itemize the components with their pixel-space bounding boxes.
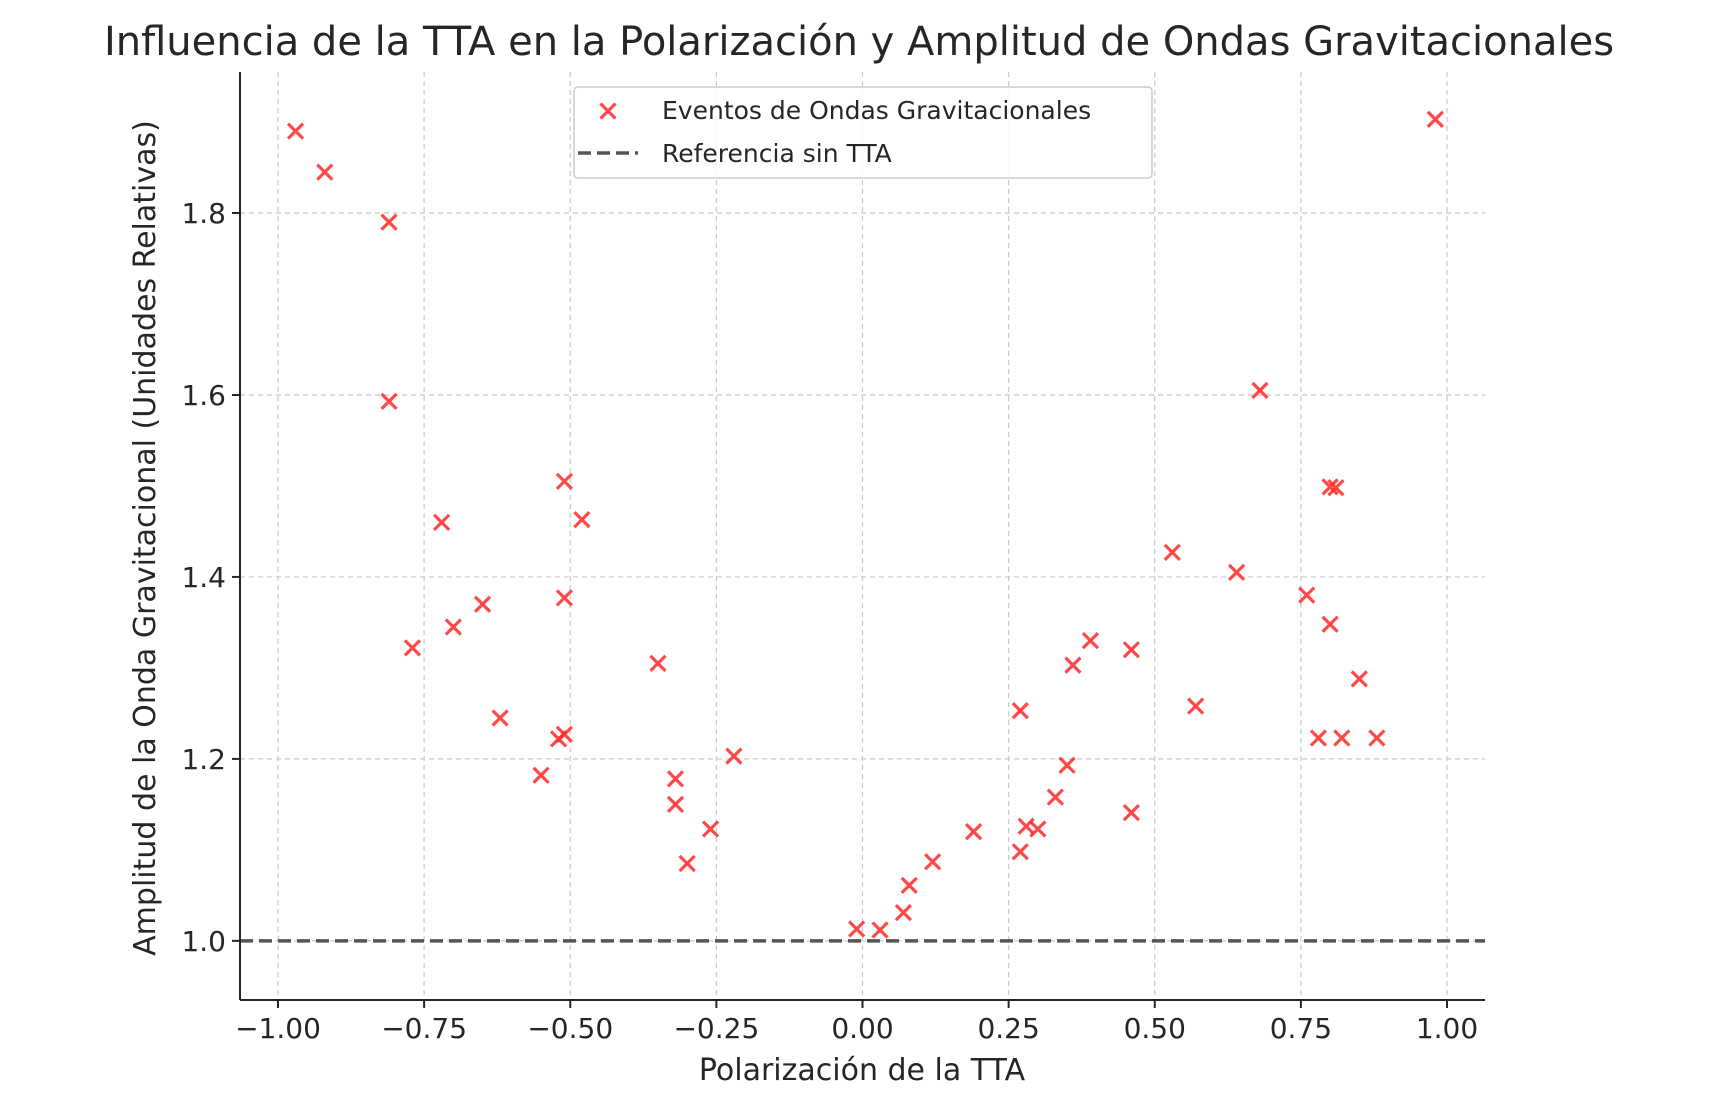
data-point: [382, 215, 397, 230]
data-point: [966, 824, 981, 839]
data-point: [1323, 617, 1338, 632]
y-tick-label: 1.2: [181, 743, 226, 776]
x-tick-label: −0.50: [527, 1012, 613, 1045]
x-tick-label: −0.25: [673, 1012, 759, 1045]
data-point: [873, 922, 888, 937]
data-point: [1334, 730, 1349, 745]
x-axis-label: Polarización de la TTA: [699, 1053, 1026, 1088]
data-point: [1369, 730, 1384, 745]
data-point: [1124, 805, 1139, 820]
x-tick-label: 0.75: [1270, 1012, 1332, 1045]
x-tick-label: 1.00: [1416, 1012, 1478, 1045]
data-point: [1083, 633, 1098, 648]
y-tick-label: 1.8: [181, 197, 226, 230]
data-point: [534, 768, 549, 783]
legend-label-scatter: Eventos de Ondas Gravitacionales: [662, 96, 1091, 125]
data-point: [405, 640, 420, 655]
data-point: [1124, 642, 1139, 657]
data-point: [1065, 658, 1080, 673]
data-point: [1311, 730, 1326, 745]
scatter-points: [288, 112, 1443, 938]
data-point: [317, 165, 332, 180]
data-point: [1252, 383, 1267, 398]
data-point: [1188, 699, 1203, 714]
data-point: [1013, 703, 1028, 718]
data-point: [475, 597, 490, 612]
x-tick-label: 0.25: [977, 1012, 1039, 1045]
data-point: [925, 854, 940, 869]
data-point: [382, 394, 397, 409]
x-tick-label: −0.75: [381, 1012, 467, 1045]
data-point: [1030, 821, 1045, 836]
data-point: [726, 749, 741, 764]
x-axis-ticks: −1.00 −0.75 −0.50 −0.25 0.00 0.25 0.50 0.75 1.00: [235, 1000, 1478, 1045]
data-point: [557, 727, 572, 742]
grid: [240, 72, 1485, 1000]
x-tick-label: 0.50: [1124, 1012, 1186, 1045]
data-point: [288, 124, 303, 139]
legend-label-reference: Referencia sin TTA: [662, 139, 892, 168]
data-point: [668, 797, 683, 812]
chart-title: Influencia de la TTA en la Polarización …: [104, 19, 1614, 65]
y-axis-ticks: 1.0 1.2 1.4 1.6 1.8: [181, 197, 240, 958]
data-point: [493, 710, 508, 725]
legend: Eventos de Ondas Gravitacionales Referen…: [574, 87, 1152, 178]
data-point: [1352, 671, 1367, 686]
x-tick-label: −1.00: [235, 1012, 321, 1045]
data-point: [896, 905, 911, 920]
data-point: [1013, 844, 1028, 859]
data-point: [680, 856, 695, 871]
data-point: [446, 619, 461, 634]
data-point: [574, 512, 589, 527]
y-tick-label: 1.0: [181, 925, 226, 958]
data-point: [1048, 790, 1063, 805]
data-point: [1428, 112, 1443, 127]
data-point: [1165, 545, 1180, 560]
data-point: [1060, 758, 1075, 773]
data-point: [434, 515, 449, 530]
data-point: [668, 771, 683, 786]
data-point: [650, 656, 665, 671]
y-tick-label: 1.4: [181, 561, 226, 594]
y-axis-label: Amplitud de la Onda Gravitacional (Unida…: [128, 120, 163, 956]
x-tick-label: 0.00: [831, 1012, 893, 1045]
data-point: [902, 878, 917, 893]
data-point: [1229, 565, 1244, 580]
y-tick-label: 1.6: [181, 379, 226, 412]
